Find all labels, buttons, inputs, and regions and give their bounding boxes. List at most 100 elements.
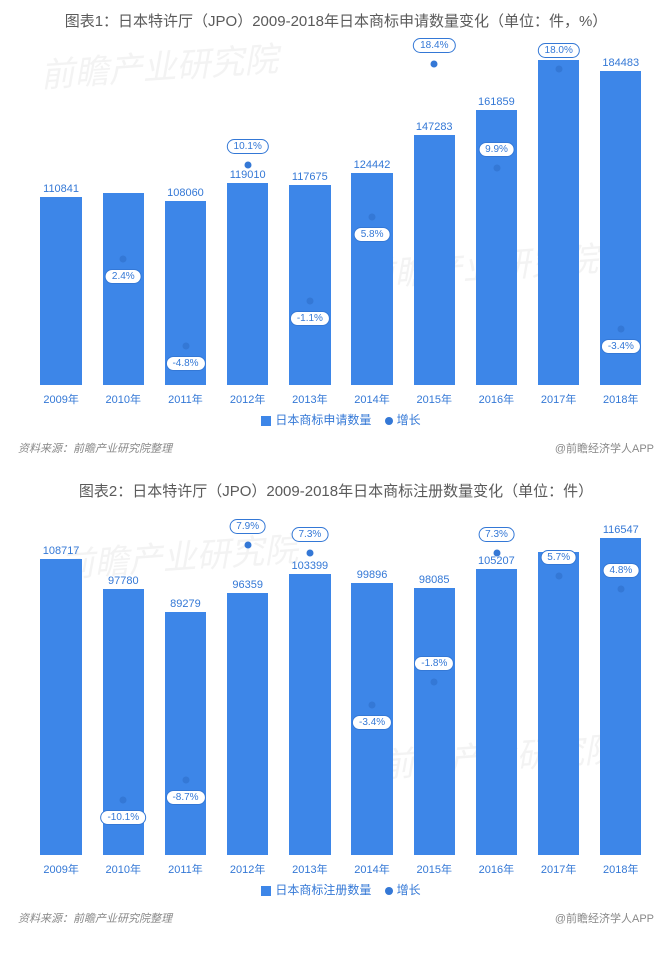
bars-row: 1108411080601190101176751244421472831618…: [30, 45, 652, 385]
bar-col: 184483: [591, 57, 650, 385]
x-label: 2010年: [94, 391, 153, 407]
growth-label: 7.9%: [229, 519, 266, 534]
growth-dot-icon: [555, 66, 562, 73]
bar-col: 161859: [467, 96, 526, 385]
x-label: 2013年: [280, 861, 339, 877]
growth-dot-icon: [617, 585, 624, 592]
growth-label: -8.7%: [165, 790, 205, 805]
chart1-legend: 日本商标申请数量 增长: [0, 407, 672, 436]
bar-col: 99896: [342, 569, 401, 855]
bar-value-label: 117675: [292, 171, 328, 183]
x-label: 2017年: [529, 391, 588, 407]
x-label: 2015年: [405, 861, 464, 877]
bar-col: 105207: [467, 555, 526, 855]
bar-col: 98085: [405, 574, 464, 855]
bar-col: 117675: [280, 171, 339, 385]
x-label: 2015年: [405, 391, 464, 407]
growth-label: -1.8%: [414, 656, 454, 671]
x-axis: 2009年2010年2011年2012年2013年2014年2015年2016年…: [30, 861, 652, 877]
source-label: 资料来源：前瞻产业研究院整理: [18, 440, 172, 456]
bar-value-label: 147283: [416, 121, 453, 133]
growth-label: 5.8%: [354, 227, 391, 242]
chart1-section: 前瞻产业研究院 前瞻产业研究院 图表1：日本特许厅（JPO）2009-2018年…: [0, 0, 672, 470]
bar: [600, 71, 641, 385]
bar-value-label: 161859: [478, 96, 515, 108]
growth-label: 7.3%: [478, 527, 515, 542]
growth-label: 5.7%: [540, 550, 577, 565]
bar: [414, 135, 455, 385]
legend-bar-label: 日本商标申请数量: [275, 413, 371, 427]
x-label: 2009年: [32, 391, 91, 407]
growth-dot-icon: [493, 164, 500, 171]
bar-value-label: 97780: [108, 575, 139, 587]
bar-value-label: 119010: [230, 169, 266, 181]
growth-label: -4.8%: [165, 356, 205, 371]
source-label: 资料来源：前瞻产业研究院整理: [18, 910, 172, 926]
x-label: 2009年: [32, 861, 91, 877]
bar: [538, 60, 579, 385]
legend-dot-icon: [385, 887, 393, 895]
x-label: 2016年: [467, 861, 526, 877]
growth-label: 2.4%: [105, 269, 142, 284]
chart1-footer: 资料来源：前瞻产业研究院整理 @前瞻经济学人APP: [0, 436, 672, 470]
growth-dot-icon: [555, 572, 562, 579]
x-axis: 2009年2010年2011年2012年2013年2014年2015年2016年…: [30, 391, 652, 407]
bar-col: 103399: [280, 560, 339, 855]
bar-value-label: 116547: [603, 524, 639, 536]
growth-label: -3.4%: [352, 715, 392, 730]
chart2-plot: 108717 97780 89279 96359 103399 99896 98085105…: [30, 507, 652, 877]
bar-col: 119010: [218, 169, 277, 385]
legend-dot-label: 增长: [397, 413, 421, 427]
bar-value-label: 184483: [602, 57, 639, 69]
chart2-legend: 日本商标注册数量 增长: [0, 877, 672, 906]
bar: [538, 552, 579, 855]
bar-col: 147283: [405, 121, 464, 385]
bar-value-label: 108060: [167, 187, 204, 199]
bar-col: 190939: [529, 46, 588, 385]
bar: [227, 183, 268, 385]
x-label: 2013年: [280, 391, 339, 407]
bar: [351, 173, 392, 385]
growth-dot-icon: [369, 214, 376, 221]
legend-bar-icon: [261, 886, 271, 896]
growth-dot-icon: [306, 550, 313, 557]
bar-value-label: 99896: [357, 569, 388, 581]
bar: [103, 193, 144, 385]
legend-dot-icon: [385, 417, 393, 425]
x-label: 2018年: [591, 861, 650, 877]
bar-value-label: 89279: [170, 598, 201, 610]
x-label: 2014年: [342, 861, 401, 877]
bar: [40, 559, 81, 855]
chart1-title: 图表1：日本特许厅（JPO）2009-2018年日本商标申请数量变化（单位：件，…: [0, 0, 672, 37]
growth-dot-icon: [431, 61, 438, 68]
x-label: 2014年: [342, 391, 401, 407]
chart1-plot: 1108411080601190101176751244421472831618…: [30, 37, 652, 407]
growth-dot-icon: [369, 701, 376, 708]
growth-dot-icon: [182, 343, 189, 350]
x-label: 2011年: [156, 861, 215, 877]
bar: [476, 569, 517, 855]
brand-label: @前瞻经济学人APP: [555, 910, 654, 926]
bar-col: 96359: [218, 579, 277, 855]
x-label: 2018年: [591, 391, 650, 407]
growth-label: -1.1%: [290, 311, 330, 326]
x-label: 2011年: [156, 391, 215, 407]
bar-col: [529, 550, 588, 855]
growth-label: 7.3%: [291, 527, 328, 542]
growth-dot-icon: [493, 550, 500, 557]
bar-value-label: 108717: [43, 545, 80, 557]
bar-col: 89279: [156, 598, 215, 855]
bar: [289, 185, 330, 385]
bar: [165, 612, 206, 855]
x-label: 2012年: [218, 391, 277, 407]
bar-value-label: 124442: [354, 159, 391, 171]
bar-col: 124442: [342, 159, 401, 385]
bar-col: 108717: [32, 545, 91, 855]
bar-value-label: 96359: [232, 579, 263, 591]
x-label: 2010年: [94, 861, 153, 877]
legend-bar-label: 日本商标注册数量: [275, 883, 371, 897]
growth-dot-icon: [182, 776, 189, 783]
chart2-section: 前瞻产业研究院 前瞻产业研究院 图表2：日本特许厅（JPO）2009-2018年…: [0, 470, 672, 940]
brand-label: @前瞻经济学人APP: [555, 440, 654, 456]
growth-dot-icon: [306, 298, 313, 305]
